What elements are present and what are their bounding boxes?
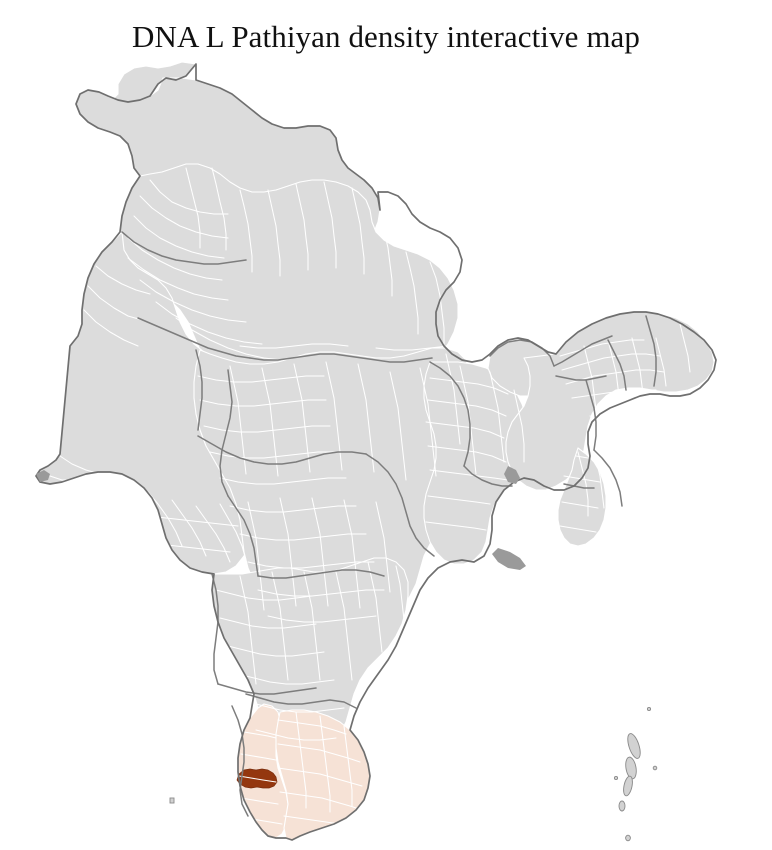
region-northeast-india[interactable] bbox=[505, 311, 715, 491]
island-little-andaman bbox=[618, 800, 626, 812]
island-lakshadweep bbox=[169, 797, 175, 804]
coast-patch-sundarbans bbox=[492, 548, 526, 570]
map-regions-default[interactable] bbox=[35, 61, 715, 757]
island-north-andaman bbox=[627, 733, 641, 759]
lakshadweep-islands[interactable] bbox=[169, 797, 175, 804]
andaman-nicobar-islands[interactable] bbox=[613, 706, 658, 850]
india-map-svg[interactable] bbox=[0, 56, 772, 850]
coastal-accents bbox=[36, 466, 526, 570]
island-car-nicobar bbox=[625, 834, 631, 842]
coast-patch-east bbox=[504, 466, 520, 484]
country-outline bbox=[35, 63, 717, 841]
region-northeast-lower[interactable] bbox=[557, 447, 607, 547]
island-outlier-west bbox=[613, 775, 619, 781]
map-canvas[interactable] bbox=[0, 56, 772, 850]
coast-patch-kutch bbox=[36, 470, 50, 482]
island-middle-andaman bbox=[625, 756, 637, 780]
district-boundaries bbox=[49, 167, 691, 825]
state-boundaries bbox=[121, 231, 657, 817]
island-outlier-east bbox=[652, 765, 658, 771]
island-south-andaman bbox=[623, 775, 633, 797]
page-title: DNA L Pathiyan density interactive map bbox=[131, 19, 640, 54]
island-outlier-north bbox=[646, 706, 652, 712]
